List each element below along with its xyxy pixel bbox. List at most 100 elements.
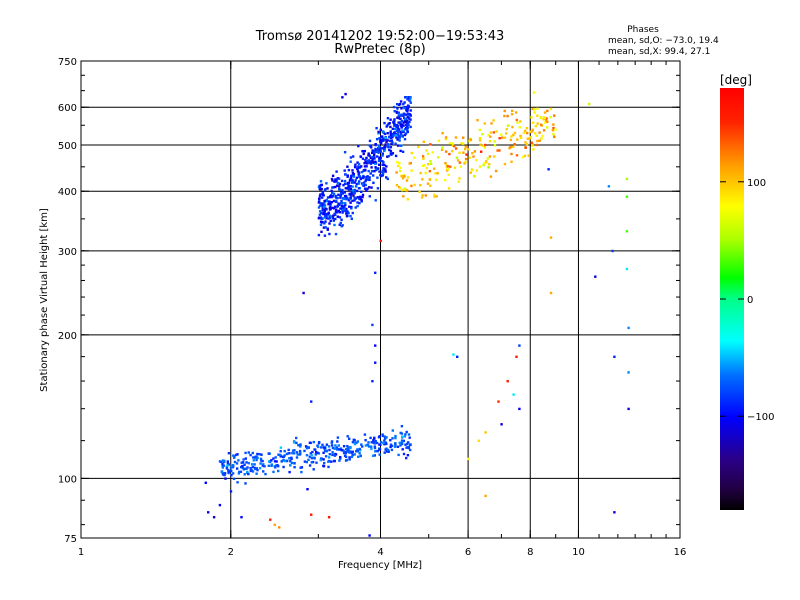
scatter-point [339, 457, 342, 460]
y-tick-label: 400 [58, 187, 77, 198]
scatter-point [342, 184, 345, 187]
scatter-point [397, 164, 400, 168]
scatter-point [479, 143, 482, 146]
scatter-point [258, 453, 261, 456]
scatter-point [236, 481, 239, 484]
scatter-point [279, 455, 282, 458]
scatter-point [527, 154, 530, 157]
scatter-point [545, 119, 548, 122]
scatter-point [407, 123, 410, 127]
scatter-point [340, 190, 343, 193]
scatter-point [314, 453, 317, 456]
scatter-point [406, 130, 409, 134]
scatter-point [330, 201, 334, 204]
scatter-point [352, 194, 355, 197]
scatter-point [379, 239, 382, 243]
scatter-point [524, 141, 527, 144]
scatter-point [447, 173, 450, 177]
scatter-point [371, 151, 374, 155]
scatter-point [344, 209, 347, 213]
scatter-point [433, 193, 436, 196]
scatter-point [328, 453, 331, 456]
scatter-point [384, 138, 387, 141]
scatter-point [484, 143, 487, 147]
scatter-point [345, 207, 348, 211]
scatter-point [393, 119, 396, 122]
scatter-point [364, 178, 368, 181]
scatter-point [381, 172, 385, 175]
scatter-point [425, 149, 428, 152]
y-tick-label: 750 [58, 57, 77, 68]
scatter-point [300, 470, 303, 474]
scatter-point [533, 111, 536, 114]
scatter-point [365, 189, 368, 192]
scatter-point [467, 457, 470, 461]
scatter-point [389, 146, 393, 149]
scatter-point [319, 458, 322, 462]
scatter-point [510, 160, 513, 163]
scatter-point [500, 423, 503, 426]
scatter-point [396, 133, 400, 136]
scatter-point [449, 165, 452, 168]
scatter-point [464, 147, 467, 151]
scatter-point [359, 198, 362, 201]
scatter-point [365, 156, 368, 160]
scatter-point [497, 400, 500, 403]
scatter-point [373, 170, 376, 173]
scatter-point [253, 467, 257, 471]
scatter-point [349, 446, 352, 450]
scatter-point [370, 445, 373, 448]
scatter-point [394, 434, 397, 438]
scatter-point [333, 205, 337, 208]
scatter-point [346, 210, 349, 213]
scatter-point [399, 166, 402, 170]
scatter-point [455, 156, 459, 159]
scatter-point [346, 196, 349, 200]
scatter-point [318, 213, 322, 216]
scatter-point [319, 446, 323, 449]
scatter-point [408, 436, 411, 439]
scatter-point [362, 152, 365, 156]
scatter-point [264, 472, 267, 476]
scatter-point [235, 453, 238, 457]
scatter-point [224, 477, 227, 480]
scatter-point [374, 450, 377, 453]
scatter-point [498, 149, 501, 152]
scatter-point [516, 121, 519, 124]
scatter-point [399, 444, 402, 447]
scatter-point [256, 468, 259, 472]
scatter-point [341, 188, 344, 192]
scatter-point [325, 182, 328, 185]
scatter-point [395, 129, 399, 132]
scatter-point [402, 452, 406, 456]
scatter-point [342, 445, 346, 448]
scatter-point [524, 146, 527, 149]
scatter-point [400, 425, 404, 428]
scatter-point [330, 441, 333, 444]
scatter-point [509, 145, 512, 149]
scatter-point [349, 201, 352, 204]
scatter-point [376, 167, 380, 170]
scatter-point [394, 444, 397, 447]
scatter-point [326, 196, 330, 199]
scatter-point [403, 138, 407, 141]
scatter-point [376, 149, 379, 153]
scatter-point [330, 206, 334, 210]
scatter-point [625, 267, 629, 271]
scatter-point [400, 439, 404, 442]
scatter-point [360, 165, 363, 168]
scatter-point [327, 460, 330, 463]
scatter-point [330, 215, 333, 218]
scatter-point [278, 453, 282, 457]
scatter-point [349, 176, 353, 180]
scatter-point [535, 143, 538, 147]
scatter-point [336, 440, 339, 443]
scatter-point [350, 207, 353, 210]
scatter-point [427, 163, 430, 166]
scatter-point [402, 121, 405, 124]
scatter-point [383, 132, 387, 136]
scatter-point [460, 142, 463, 145]
scatter-point [321, 221, 324, 224]
scatter-point [339, 456, 342, 459]
scatter-point [397, 111, 400, 114]
